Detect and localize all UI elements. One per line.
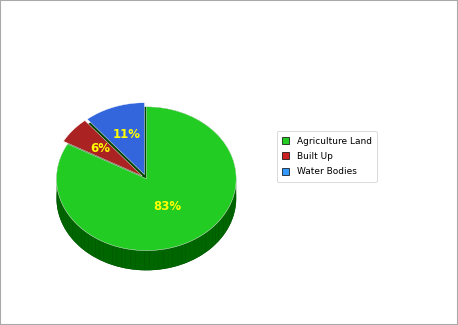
Polygon shape (221, 215, 224, 238)
Polygon shape (96, 238, 100, 260)
Polygon shape (57, 188, 58, 212)
Polygon shape (226, 209, 228, 232)
Polygon shape (159, 249, 164, 270)
Polygon shape (228, 205, 230, 228)
Polygon shape (173, 246, 177, 267)
Polygon shape (58, 192, 59, 215)
Polygon shape (209, 227, 212, 250)
Text: 83%: 83% (153, 200, 181, 213)
Polygon shape (60, 199, 62, 222)
Polygon shape (104, 242, 108, 264)
Polygon shape (154, 250, 159, 270)
Ellipse shape (56, 126, 236, 270)
Polygon shape (164, 248, 168, 269)
Polygon shape (231, 198, 233, 221)
Polygon shape (112, 245, 117, 266)
Polygon shape (190, 240, 194, 261)
Polygon shape (181, 243, 186, 265)
Polygon shape (64, 121, 142, 176)
Polygon shape (121, 248, 126, 268)
Polygon shape (75, 223, 78, 245)
Polygon shape (194, 238, 198, 259)
Polygon shape (140, 250, 145, 270)
Polygon shape (92, 236, 96, 258)
Polygon shape (202, 233, 206, 255)
Polygon shape (224, 212, 226, 235)
Polygon shape (177, 245, 181, 266)
Polygon shape (72, 219, 75, 242)
Polygon shape (67, 213, 70, 236)
Text: 11%: 11% (112, 127, 140, 140)
Polygon shape (230, 202, 231, 225)
Polygon shape (145, 251, 149, 270)
Polygon shape (168, 247, 173, 268)
Polygon shape (65, 210, 67, 233)
Polygon shape (100, 240, 104, 262)
Polygon shape (59, 195, 60, 219)
Polygon shape (126, 249, 131, 269)
Polygon shape (85, 231, 88, 253)
Polygon shape (149, 250, 154, 270)
Text: 6%: 6% (91, 142, 111, 155)
Polygon shape (131, 249, 135, 270)
Polygon shape (78, 226, 82, 248)
Polygon shape (218, 219, 221, 241)
Legend: Agriculture Land, Built Up, Water Bodies: Agriculture Land, Built Up, Water Bodies (277, 131, 377, 182)
Polygon shape (70, 216, 72, 239)
Polygon shape (88, 233, 92, 256)
Polygon shape (87, 103, 145, 175)
Polygon shape (62, 203, 63, 226)
Polygon shape (234, 191, 235, 214)
Polygon shape (198, 235, 202, 257)
Polygon shape (108, 244, 112, 265)
Polygon shape (233, 194, 234, 218)
Ellipse shape (56, 107, 236, 251)
Polygon shape (63, 206, 65, 229)
Polygon shape (206, 230, 209, 253)
Polygon shape (117, 247, 121, 267)
Polygon shape (56, 107, 236, 251)
Polygon shape (186, 241, 190, 263)
Polygon shape (135, 250, 140, 270)
Polygon shape (215, 222, 218, 244)
Polygon shape (82, 228, 85, 251)
Polygon shape (212, 225, 215, 247)
